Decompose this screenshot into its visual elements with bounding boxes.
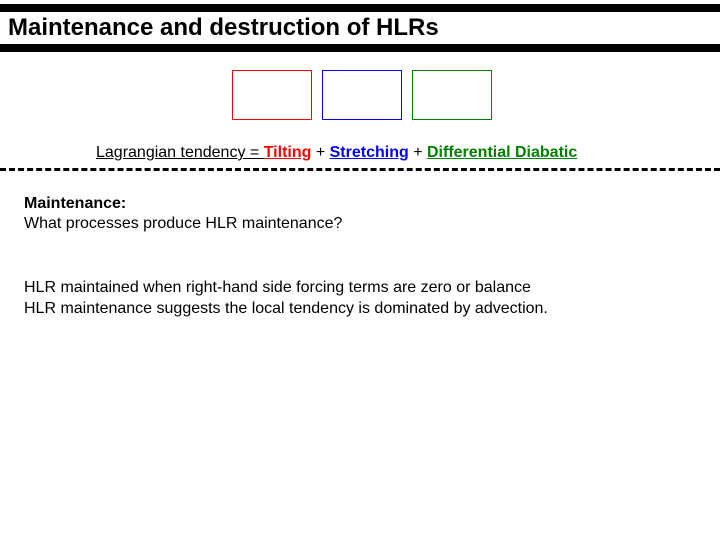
slide: Maintenance and destruction of HLRs Lagr… [0, 0, 720, 540]
stretching-box [322, 70, 402, 120]
tilting-box [232, 70, 312, 120]
term-boxes [232, 70, 492, 120]
equation-stretching: Stretching [330, 144, 409, 161]
equation-diabatic: Differential Diabatic [427, 144, 577, 161]
explanation-paragraph: HLR maintained when right-hand side forc… [24, 278, 548, 320]
top-bar-2 [0, 44, 720, 52]
maintenance-heading: Maintenance: [24, 194, 342, 214]
dashed-divider [0, 168, 720, 171]
maintenance-question: What processes produce HLR maintenance? [24, 214, 342, 234]
paragraph-line-2: HLR maintenance suggests the local tende… [24, 299, 548, 320]
page-title: Maintenance and destruction of HLRs [8, 14, 439, 42]
equation-plus-2: + [409, 144, 427, 161]
maintenance-block: Maintenance: What processes produce HLR … [24, 194, 342, 234]
equation-line: Lagrangian tendency = Tilting + Stretchi… [96, 144, 577, 162]
equation-prefix: Lagrangian tendency = [96, 144, 264, 161]
paragraph-line-1: HLR maintained when right-hand side forc… [24, 278, 548, 299]
top-bar-1 [0, 4, 720, 12]
equation-plus-1: + [311, 144, 329, 161]
equation-tilting: Tilting [264, 144, 312, 161]
diabatic-box [412, 70, 492, 120]
